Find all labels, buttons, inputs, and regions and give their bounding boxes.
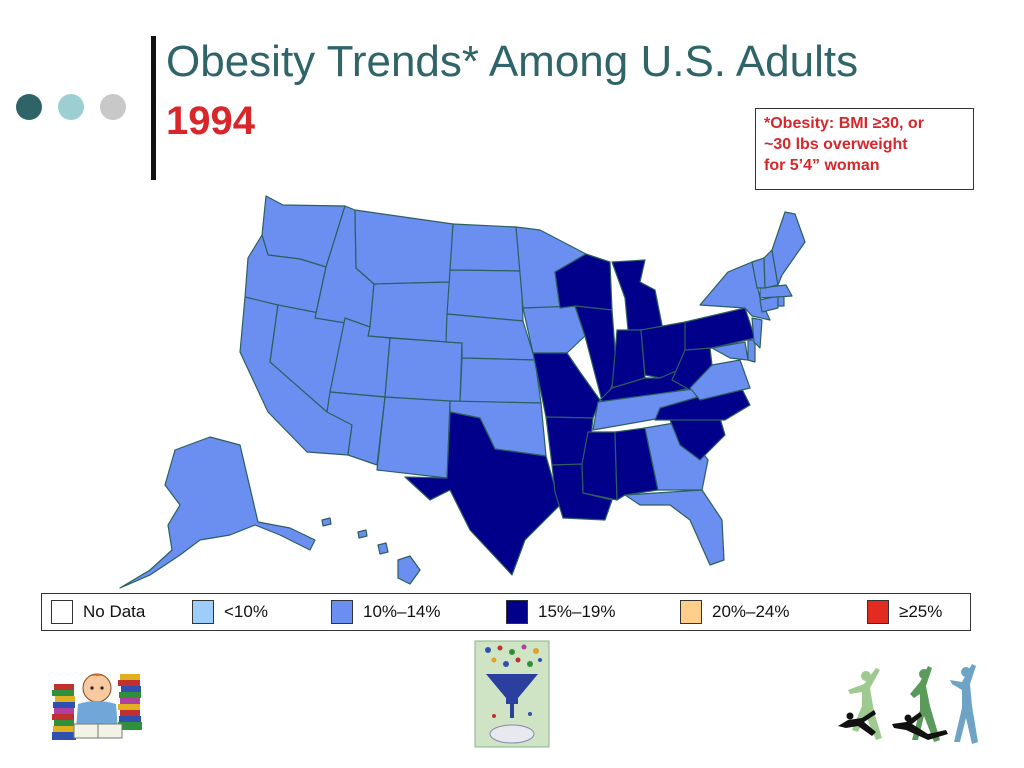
state-new-mexico <box>376 396 451 479</box>
legend-label: No Data <box>83 602 146 621</box>
page-title: Obesity Trends* Among U.S. Adults <box>166 37 859 86</box>
legend-swatch <box>867 600 889 624</box>
state-colorado <box>384 337 463 403</box>
decorative-dot-gray <box>100 94 126 120</box>
title-divider <box>151 36 156 180</box>
decorative-dot-teal <box>58 94 84 120</box>
state-alabama <box>614 427 659 501</box>
state-rhode-island <box>777 295 785 307</box>
legend-label: 20%–24% <box>712 602 790 621</box>
state-hawaii-island <box>377 542 389 555</box>
legend-item-15-19: 15%–19% <box>506 599 616 625</box>
state-hawaii-island <box>357 529 368 539</box>
state-texas <box>404 411 561 576</box>
decorative-dot-dark <box>16 94 42 120</box>
state-pennsylvania <box>684 307 756 351</box>
legend-swatch <box>331 600 353 624</box>
state-kansas <box>459 357 542 404</box>
state-missouri <box>532 352 601 419</box>
map-legend: No Data <10% 10%–14% 15%–19% 20%–24% ≥25… <box>41 593 971 631</box>
state-maine <box>771 211 806 286</box>
legend-item-no-data: No Data <box>51 599 145 625</box>
state-alaska <box>119 436 316 589</box>
state-massachusetts <box>759 284 793 299</box>
state-wyoming <box>367 281 451 343</box>
legend-label: <10% <box>224 602 268 621</box>
legend-item-under-10: <10% <box>192 599 268 625</box>
legend-swatch <box>680 600 702 624</box>
reading-student-illustration <box>52 673 142 740</box>
legend-label: 15%–19% <box>538 602 616 621</box>
note-line: for 5’4” woman <box>764 156 880 174</box>
note-line: ~30 lbs overweight <box>764 135 908 153</box>
note-line: *Obesity: BMI ≥30, or <box>764 115 924 132</box>
state-hawaii-big-island <box>397 555 421 585</box>
legend-item-10-14: 10%–14% <box>331 599 441 625</box>
learning-funnel-illustration <box>474 640 550 748</box>
legend-label: 10%–14% <box>363 602 441 621</box>
legend-swatch <box>192 600 214 624</box>
legend-item-20-24: 20%–24% <box>680 599 790 625</box>
state-mississippi <box>581 431 618 501</box>
legend-label: ≥25% <box>899 602 943 621</box>
state-virginia <box>689 359 751 401</box>
state-hawaii-island <box>321 517 332 527</box>
state-michigan <box>611 259 664 331</box>
decorative-dots <box>16 94 126 120</box>
state-iowa <box>522 305 586 354</box>
page-year: 1994 <box>166 99 255 143</box>
legend-item-25-plus: ≥25% <box>867 599 942 625</box>
state-delaware <box>747 339 756 363</box>
state-south-dakota <box>446 269 524 322</box>
state-florida <box>624 489 725 566</box>
state-north-dakota <box>449 223 522 272</box>
dancers-silhouettes-illustration <box>838 664 978 744</box>
state-montana <box>354 209 454 285</box>
legend-swatch <box>51 600 73 624</box>
legend-swatch <box>506 600 528 624</box>
obesity-definition-note: *Obesity: BMI ≥30, or ~30 lbs overweight… <box>755 108 974 190</box>
us-obesity-map <box>119 195 806 589</box>
state-new-jersey <box>751 317 763 349</box>
